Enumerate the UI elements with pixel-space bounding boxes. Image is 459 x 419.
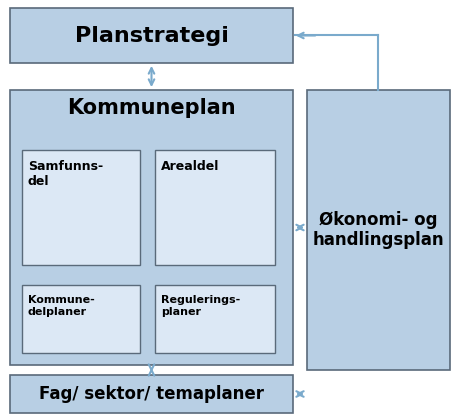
Text: Kommune-
delplaner: Kommune- delplaner [28, 295, 95, 317]
Text: Planstrategi: Planstrategi [74, 26, 228, 46]
Text: Arealdel: Arealdel [161, 160, 219, 173]
Bar [155, 285, 274, 353]
Bar [306, 90, 449, 370]
Bar [10, 375, 292, 413]
Bar [155, 150, 274, 265]
Text: Fag/ sektor/ temaplaner: Fag/ sektor/ temaplaner [39, 385, 263, 403]
Text: Økonomi- og
handlingsplan: Økonomi- og handlingsplan [312, 211, 443, 249]
Text: Regulerings-
planer: Regulerings- planer [161, 295, 240, 317]
Text: Kommuneplan: Kommuneplan [67, 98, 235, 118]
Bar [22, 285, 140, 353]
Text: Samfunns-
del: Samfunns- del [28, 160, 103, 188]
Bar [10, 90, 292, 365]
Bar [10, 8, 292, 63]
Bar [22, 150, 140, 265]
